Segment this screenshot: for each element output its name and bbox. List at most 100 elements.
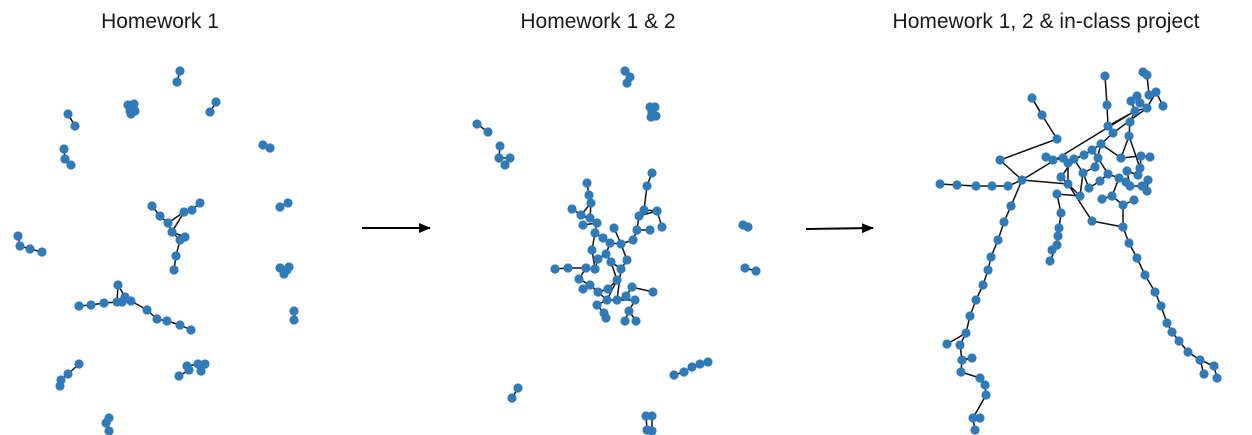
network-node (172, 77, 182, 87)
network-node (483, 127, 493, 137)
network-node (703, 357, 713, 367)
network-node (1006, 201, 1016, 211)
panel-title-homework-1-2: Homework 1 & 2 (520, 10, 676, 33)
network-node (695, 359, 705, 369)
network-node (1162, 318, 1172, 328)
network-node (1017, 175, 1027, 185)
network-node (1093, 153, 1103, 163)
network-node (1027, 93, 1037, 103)
network-node (66, 160, 76, 170)
network-node (1087, 216, 1097, 226)
network-node (1199, 369, 1209, 379)
network-node (942, 339, 952, 349)
network-node (1075, 191, 1085, 201)
network-node (1130, 106, 1140, 116)
network-node (63, 109, 73, 119)
network-node (258, 140, 268, 150)
network-node (978, 280, 988, 290)
network-node (584, 190, 594, 200)
network-node (669, 370, 679, 380)
network-node (592, 300, 602, 310)
network-node (679, 367, 689, 377)
network-node (567, 204, 577, 214)
network-node (1142, 186, 1152, 196)
network-node (175, 320, 185, 330)
network-node (1118, 200, 1128, 210)
network-edge (999, 159, 1023, 181)
network-node (624, 306, 634, 316)
network-node (1150, 287, 1160, 297)
network-node (1108, 128, 1118, 138)
network-node (612, 275, 622, 285)
network-node (574, 274, 584, 284)
network-node (1140, 270, 1150, 280)
network-node (603, 284, 613, 294)
network-node (129, 99, 139, 109)
network-node (205, 107, 215, 117)
network-node (986, 252, 996, 262)
network-node (751, 266, 761, 276)
network-node (967, 353, 977, 363)
network-node (147, 201, 157, 211)
network-node (1183, 347, 1193, 357)
network-node (970, 425, 980, 435)
network-node (174, 371, 184, 381)
network-node (113, 280, 123, 290)
network-node (1174, 336, 1184, 346)
network-node (1054, 223, 1064, 233)
network-node (70, 121, 80, 131)
network-node (1114, 173, 1124, 183)
network-node (1135, 163, 1145, 173)
panel-title-homework-1-2-project: Homework 1, 2 & in-class project (892, 10, 1200, 33)
network-node (1116, 153, 1126, 163)
network-node (647, 168, 657, 178)
network-node (1048, 155, 1058, 165)
network-node (995, 155, 1005, 165)
network-node (647, 426, 657, 435)
network-node (983, 265, 993, 275)
network-node (505, 153, 515, 163)
network-node (186, 325, 196, 335)
network-node (1100, 71, 1110, 81)
network-node (585, 213, 595, 223)
network-node (968, 413, 978, 423)
network-node (1129, 195, 1139, 205)
network-edge (999, 138, 1058, 161)
network-node (1125, 117, 1135, 127)
network-node (472, 119, 482, 129)
network-node (1037, 110, 1047, 120)
network-node (1090, 162, 1100, 172)
network-node (586, 198, 596, 208)
network-node (15, 241, 25, 251)
network-node (1124, 131, 1134, 141)
network-node (601, 313, 611, 323)
network-node (63, 369, 73, 379)
network-node (99, 298, 109, 308)
panel-title-homework-1: Homework 1 (101, 10, 219, 33)
network-node (513, 383, 523, 393)
network-node (627, 282, 637, 292)
network-node (1087, 145, 1097, 155)
network-node (622, 255, 632, 265)
network-node (1209, 361, 1219, 371)
network-node (211, 97, 221, 107)
network-node (200, 359, 210, 369)
network-node (952, 180, 962, 190)
network-node (1095, 176, 1105, 186)
network-node (126, 296, 136, 306)
network-node (55, 381, 65, 391)
network-node (1144, 90, 1154, 100)
network-node (1158, 101, 1168, 111)
network-edge (1067, 183, 1093, 222)
network-node (1118, 222, 1128, 232)
network-node (1056, 208, 1066, 218)
network-node (646, 112, 656, 122)
network-node (74, 359, 84, 369)
network-node (1145, 152, 1155, 162)
network-node (621, 291, 631, 301)
network-node (494, 153, 504, 163)
network-node (495, 141, 505, 151)
network-node (171, 251, 181, 261)
network-node (167, 227, 177, 237)
